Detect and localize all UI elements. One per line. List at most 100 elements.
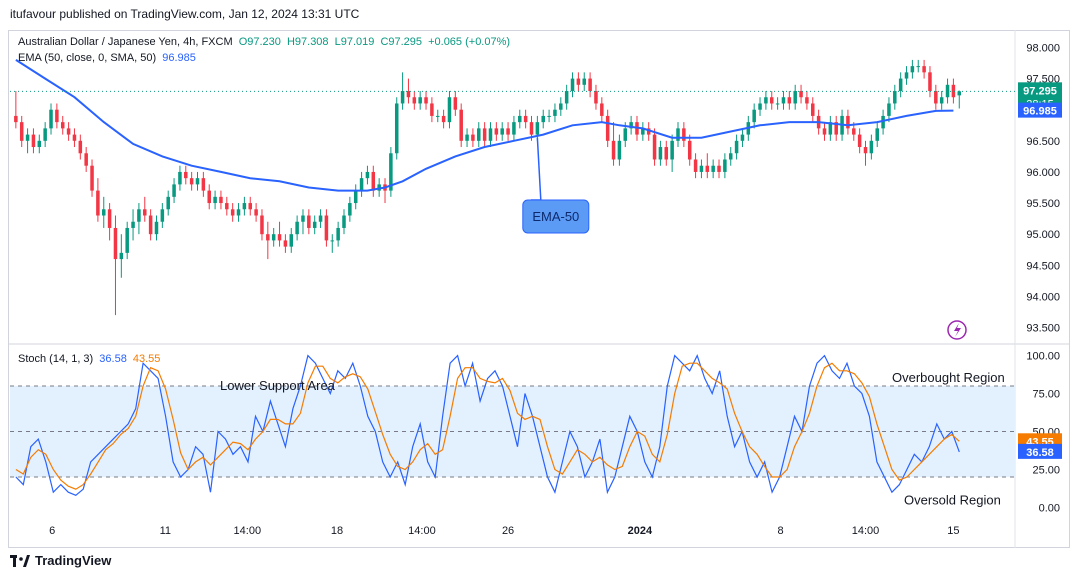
ema50-line[interactable] [15,59,954,192]
candle-up[interactable] [869,140,874,154]
candle-up[interactable] [289,234,294,247]
candle-up[interactable] [910,66,915,73]
candle-up[interactable] [775,103,780,105]
candle-down[interactable] [307,215,311,228]
candle-up[interactable] [477,128,481,141]
candle-down[interactable] [406,91,411,98]
candle-up[interactable] [740,134,745,141]
candle-up[interactable] [728,153,733,160]
candle-down[interactable] [611,140,616,160]
candle-down[interactable] [430,103,434,116]
candle-up[interactable] [359,178,364,191]
candle-down[interactable] [90,165,94,191]
candle-down[interactable] [846,115,850,129]
candle-down[interactable] [705,165,710,172]
candle-up[interactable] [435,115,440,117]
candle-down[interactable] [951,84,956,98]
candle-up[interactable] [394,103,399,154]
candle-up[interactable] [318,215,323,222]
candle-down[interactable] [143,209,147,216]
candle-up[interactable] [213,196,217,204]
alert-lightning-icon[interactable] [947,320,967,340]
candle-up[interactable] [271,234,276,241]
candle-up[interactable] [887,103,891,116]
candle-up[interactable] [582,78,587,85]
candle-up[interactable] [564,91,569,104]
candle-up[interactable] [828,122,833,135]
candle-up[interactable] [119,252,124,260]
candle-up[interactable] [641,128,645,135]
candle-down[interactable] [219,196,223,204]
candle-down[interactable] [934,91,938,104]
candle-down[interactable] [254,209,258,216]
candle-up[interactable] [898,78,903,92]
candle-up[interactable] [711,165,715,172]
candle-up[interactable] [312,221,317,228]
candle-up[interactable] [377,184,381,191]
candle-up[interactable] [137,209,141,222]
candle-up[interactable] [676,128,680,141]
candle-up[interactable] [617,140,622,160]
candle-down[interactable] [66,128,71,135]
candle-up[interactable] [160,209,165,222]
candle-down[interactable] [453,97,458,110]
candle-up[interactable] [559,103,563,110]
candle-up[interactable] [342,215,346,228]
ema-callout-box[interactable] [522,199,590,234]
candle-down[interactable] [769,97,774,104]
candle-down[interactable] [324,215,329,241]
candle-up[interactable] [758,103,762,110]
candle-up[interactable] [348,203,352,216]
candle-up[interactable] [25,134,30,141]
candle-up[interactable] [904,72,909,79]
stoch-legend[interactable]: Stoch (14, 1, 3) 36.58 43.55 [18,353,163,365]
candle-down[interactable] [84,153,88,166]
candle-down[interactable] [459,109,463,141]
candle-up[interactable] [734,140,739,154]
candle-up[interactable] [418,97,422,104]
candle-up[interactable] [488,128,493,141]
candle-down[interactable] [260,215,264,235]
candle-down[interactable] [646,128,651,135]
candle-down[interactable] [14,115,18,123]
candle-down[interactable] [201,178,206,191]
candle-down[interactable] [184,171,188,179]
candle-up[interactable] [154,221,159,235]
candle-down[interactable] [19,122,24,141]
candle-up[interactable] [172,184,176,197]
candle-down[interactable] [863,147,868,154]
candle-down[interactable] [652,134,657,160]
candle-up[interactable] [547,115,551,117]
ema-legend[interactable]: EMA (50, close, 0, SMA, 50) 96.985 [18,52,199,64]
candle-up[interactable] [623,128,628,141]
candle-up[interactable] [330,240,335,242]
candle-up[interactable] [236,209,241,216]
candle-up[interactable] [389,153,393,191]
candle-up[interactable] [166,196,170,210]
candle-up[interactable] [125,227,129,253]
candle-up[interactable] [793,91,797,104]
candle-up[interactable] [465,134,469,141]
candle-up[interactable] [195,178,200,185]
candle-up[interactable] [178,171,182,185]
candle-up[interactable] [541,115,545,123]
candle-down[interactable] [682,128,686,141]
candle-down[interactable] [266,234,270,241]
candle-down[interactable] [230,209,235,216]
candle-up[interactable] [49,109,53,129]
candle-up[interactable] [781,97,786,104]
candle-down[interactable] [605,115,610,141]
candle-up[interactable] [518,115,522,123]
candle-up[interactable] [670,140,674,160]
candle-down[interactable] [148,215,153,235]
candle-up[interactable] [242,203,247,210]
candle-down[interactable] [928,72,932,92]
candle-down[interactable] [441,115,446,123]
candle-down[interactable] [687,140,692,160]
candle-down[interactable] [857,134,862,148]
candle-up[interactable] [353,190,358,204]
candle-up[interactable] [43,128,47,141]
candle-up[interactable] [570,78,575,92]
candle-down[interactable] [494,128,499,135]
